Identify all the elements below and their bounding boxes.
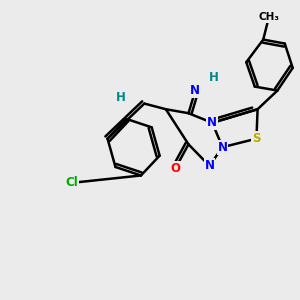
Text: H: H xyxy=(116,91,125,104)
Text: N: N xyxy=(207,116,217,129)
Text: N: N xyxy=(190,84,200,97)
Text: Cl: Cl xyxy=(65,176,78,189)
Text: CH₃: CH₃ xyxy=(258,12,279,22)
Text: H: H xyxy=(208,71,218,84)
Text: N: N xyxy=(205,159,214,172)
Text: N: N xyxy=(218,141,227,154)
Text: O: O xyxy=(170,162,181,175)
Text: S: S xyxy=(252,132,261,145)
